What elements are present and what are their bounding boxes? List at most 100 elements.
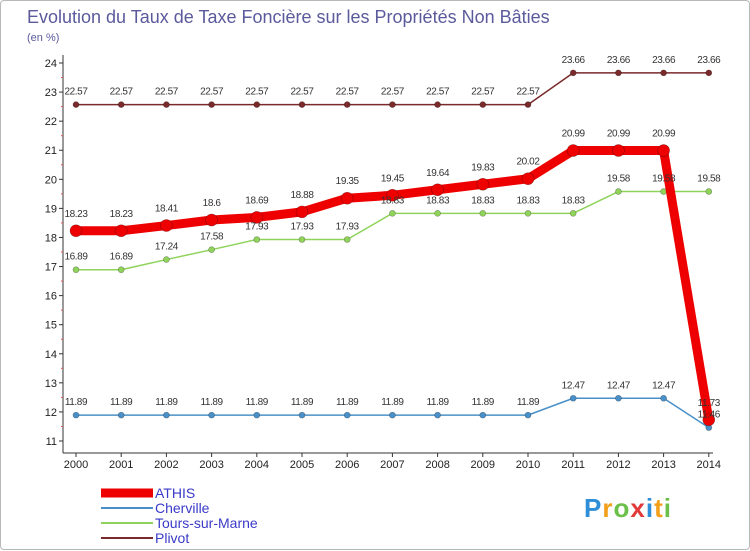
value-label-tours-sur-marne: 18.83 — [426, 195, 450, 206]
value-label-plivot: 22.57 — [290, 87, 314, 98]
value-label-tours-sur-marne: 17.93 — [290, 221, 314, 232]
chart-subtitle: (en %) — [27, 32, 59, 44]
value-label-athis: 19.64 — [426, 168, 450, 179]
data-point-athis — [566, 144, 580, 157]
data-point-plivot — [208, 101, 215, 108]
data-point-plivot — [434, 101, 441, 108]
x-tick-label: 2009 — [471, 459, 495, 471]
data-point-cherville — [434, 411, 441, 419]
value-label-plivot: 23.66 — [652, 55, 676, 66]
data-point-tours-sur-marne — [208, 246, 215, 253]
value-label-cherville: 11.89 — [472, 397, 495, 408]
data-point-cherville — [298, 411, 306, 419]
data-point-plivot — [343, 101, 351, 108]
data-point-cherville — [389, 411, 396, 419]
data-point-plivot — [72, 101, 80, 108]
value-label-plivot: 22.57 — [155, 87, 179, 98]
y-tick-label: 14 — [45, 349, 57, 361]
value-label-plivot: 22.57 — [64, 87, 88, 98]
data-point-athis — [114, 224, 128, 238]
value-label-plivot: 23.66 — [697, 55, 721, 66]
value-label-plivot: 22.57 — [200, 87, 224, 98]
data-point-plivot — [524, 101, 532, 108]
x-tick-label: 2008 — [425, 459, 449, 471]
data-point-tours-sur-marne — [343, 236, 351, 243]
value-label-cherville: 11.89 — [517, 397, 540, 408]
legend-label-cherville: Cherville — [155, 500, 210, 516]
data-point-tours-sur-marne — [163, 256, 170, 263]
value-label-plivot: 22.57 — [516, 87, 540, 98]
value-label-athis: 18.69 — [245, 195, 269, 206]
legend-label-plivot: Plivot — [155, 530, 189, 546]
y-tick-label: 12 — [45, 407, 57, 419]
value-label-athis: 20.99 — [607, 129, 631, 140]
value-label-plivot: 22.57 — [245, 87, 269, 98]
x-tick-label: 2000 — [64, 459, 88, 471]
data-point-tours-sur-marne — [524, 210, 532, 217]
x-tick-label: 2001 — [109, 459, 133, 471]
y-tick-label: 13 — [45, 378, 57, 390]
value-label-cherville: 11.89 — [65, 397, 88, 408]
data-point-cherville — [253, 411, 261, 419]
data-point-tours-sur-marne — [298, 236, 306, 243]
value-label-cherville: 11.89 — [155, 397, 178, 408]
value-label-plivot: 22.57 — [336, 87, 360, 98]
data-point-plivot — [705, 69, 713, 77]
y-tick-label: 23 — [45, 87, 57, 99]
y-tick-label: 15 — [45, 320, 57, 332]
value-label-athis: 20.02 — [516, 157, 540, 168]
data-point-cherville — [117, 411, 125, 419]
data-point-cherville — [72, 411, 80, 419]
value-label-cherville: 11.89 — [200, 397, 223, 408]
data-point-cherville — [660, 394, 667, 402]
data-point-plivot — [253, 101, 261, 108]
data-point-athis — [386, 189, 399, 202]
y-tick-label: 18 — [45, 232, 57, 244]
y-tick-label: 24 — [45, 58, 57, 70]
data-point-plivot — [479, 101, 487, 108]
x-tick-label: 2005 — [290, 459, 314, 471]
value-label-athis: 19.35 — [336, 176, 360, 187]
value-label-athis: 20.99 — [652, 129, 676, 140]
value-label-tours-sur-marne: 17.58 — [200, 232, 224, 243]
legend-label-tours-sur-marne: Tours-sur-Marne — [155, 515, 258, 531]
series-layer — [69, 69, 716, 431]
x-tick-label: 2010 — [516, 459, 540, 471]
x-tick-label: 2003 — [199, 459, 223, 471]
data-point-athis — [612, 144, 625, 157]
value-label-cherville: 12.47 — [562, 380, 586, 391]
value-label-tours-sur-marne: 17.93 — [245, 221, 269, 232]
x-tick-label: 2014 — [697, 459, 721, 471]
x-tick-label: 2007 — [380, 459, 404, 471]
axes: 11 12 13 14 15 16 17 18 19 20 21 22 23 24 2000 2001 2002… — [45, 55, 721, 471]
value-label-cherville: 12.47 — [607, 380, 631, 391]
value-label-tours-sur-marne: 19.58 — [697, 174, 721, 185]
data-point-cherville — [479, 411, 487, 419]
x-tick-label: 2006 — [335, 459, 359, 471]
data-point-athis — [521, 172, 535, 186]
data-point-tours-sur-marne — [479, 210, 487, 217]
data-point-athis — [657, 144, 670, 157]
data-point-athis — [250, 211, 264, 224]
y-tick-label: 11 — [46, 436, 57, 448]
data-point-athis — [160, 219, 173, 232]
data-point-athis — [295, 205, 309, 219]
data-point-tours-sur-marne — [615, 188, 622, 195]
value-label-plivot: 23.66 — [562, 55, 586, 66]
proxiti-logo: Proxiti — [584, 493, 671, 523]
data-point-athis — [431, 183, 444, 197]
value-label-cherville: 11.89 — [246, 397, 269, 408]
data-point-plivot — [163, 101, 170, 108]
data-point-plivot — [117, 101, 125, 108]
x-tick-label: 2012 — [606, 459, 630, 471]
value-label-athis: 11.73 — [698, 398, 721, 409]
value-label-cherville: 11.89 — [426, 397, 449, 408]
value-label-plivot: 22.57 — [426, 87, 450, 98]
value-label-plivot: 22.57 — [381, 87, 405, 98]
data-point-tours-sur-marne — [253, 236, 261, 243]
value-label-tours-sur-marne: 16.89 — [110, 252, 134, 263]
y-tick-label: 19 — [45, 203, 57, 215]
